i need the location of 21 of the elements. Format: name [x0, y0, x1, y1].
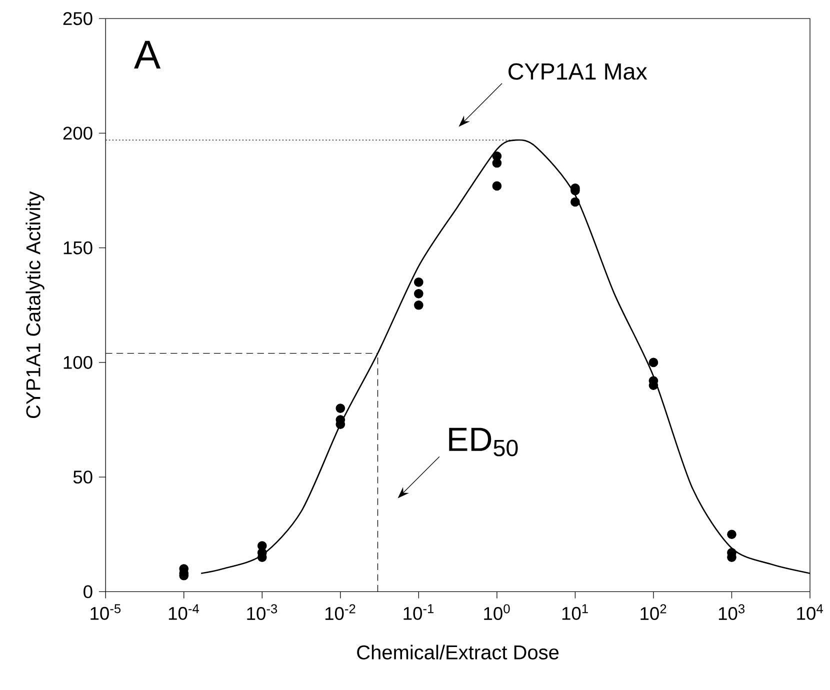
annotation: A — [134, 40, 161, 68]
x-tick-label: 10$^{1}$ — [562, 604, 588, 620]
y-tick-label: 100 — [64, 356, 92, 369]
ref-line-label: CYP1A1 Max — [508, 63, 648, 80]
y-tick-label: 250 — [63, 12, 92, 26]
x-axis-title: Chemical/Extract Dose — [357, 644, 559, 660]
y-axis-title: CYP1A1 Catalytic Activity — [26, 191, 44, 418]
y-tick-label: 50 — [73, 470, 92, 484]
x-tick-label: 10$^{-4}$ — [168, 604, 199, 620]
x-tick-label: 10$^{0}$ — [484, 604, 510, 620]
x-tick-label: 10$^{3}$ — [718, 604, 744, 620]
y-tick-label: 0 — [84, 585, 92, 598]
ref-line-label: ED$_{50}$ — [449, 428, 518, 456]
y-tick-label: 150 — [64, 241, 92, 254]
x-tick-label: 10$^{-2}$ — [325, 604, 356, 620]
x-tick-label: 10$^{2}$ — [640, 604, 666, 620]
x-tick-label: 10$^{-5}$ — [90, 604, 121, 620]
x-tick-label: 10$^{-3}$ — [247, 604, 278, 620]
x-tick-label: 10$^{-1}$ — [404, 604, 434, 620]
y-tick-label: 200 — [63, 126, 92, 140]
x-tick-label: 10$^{4}$ — [797, 604, 823, 620]
